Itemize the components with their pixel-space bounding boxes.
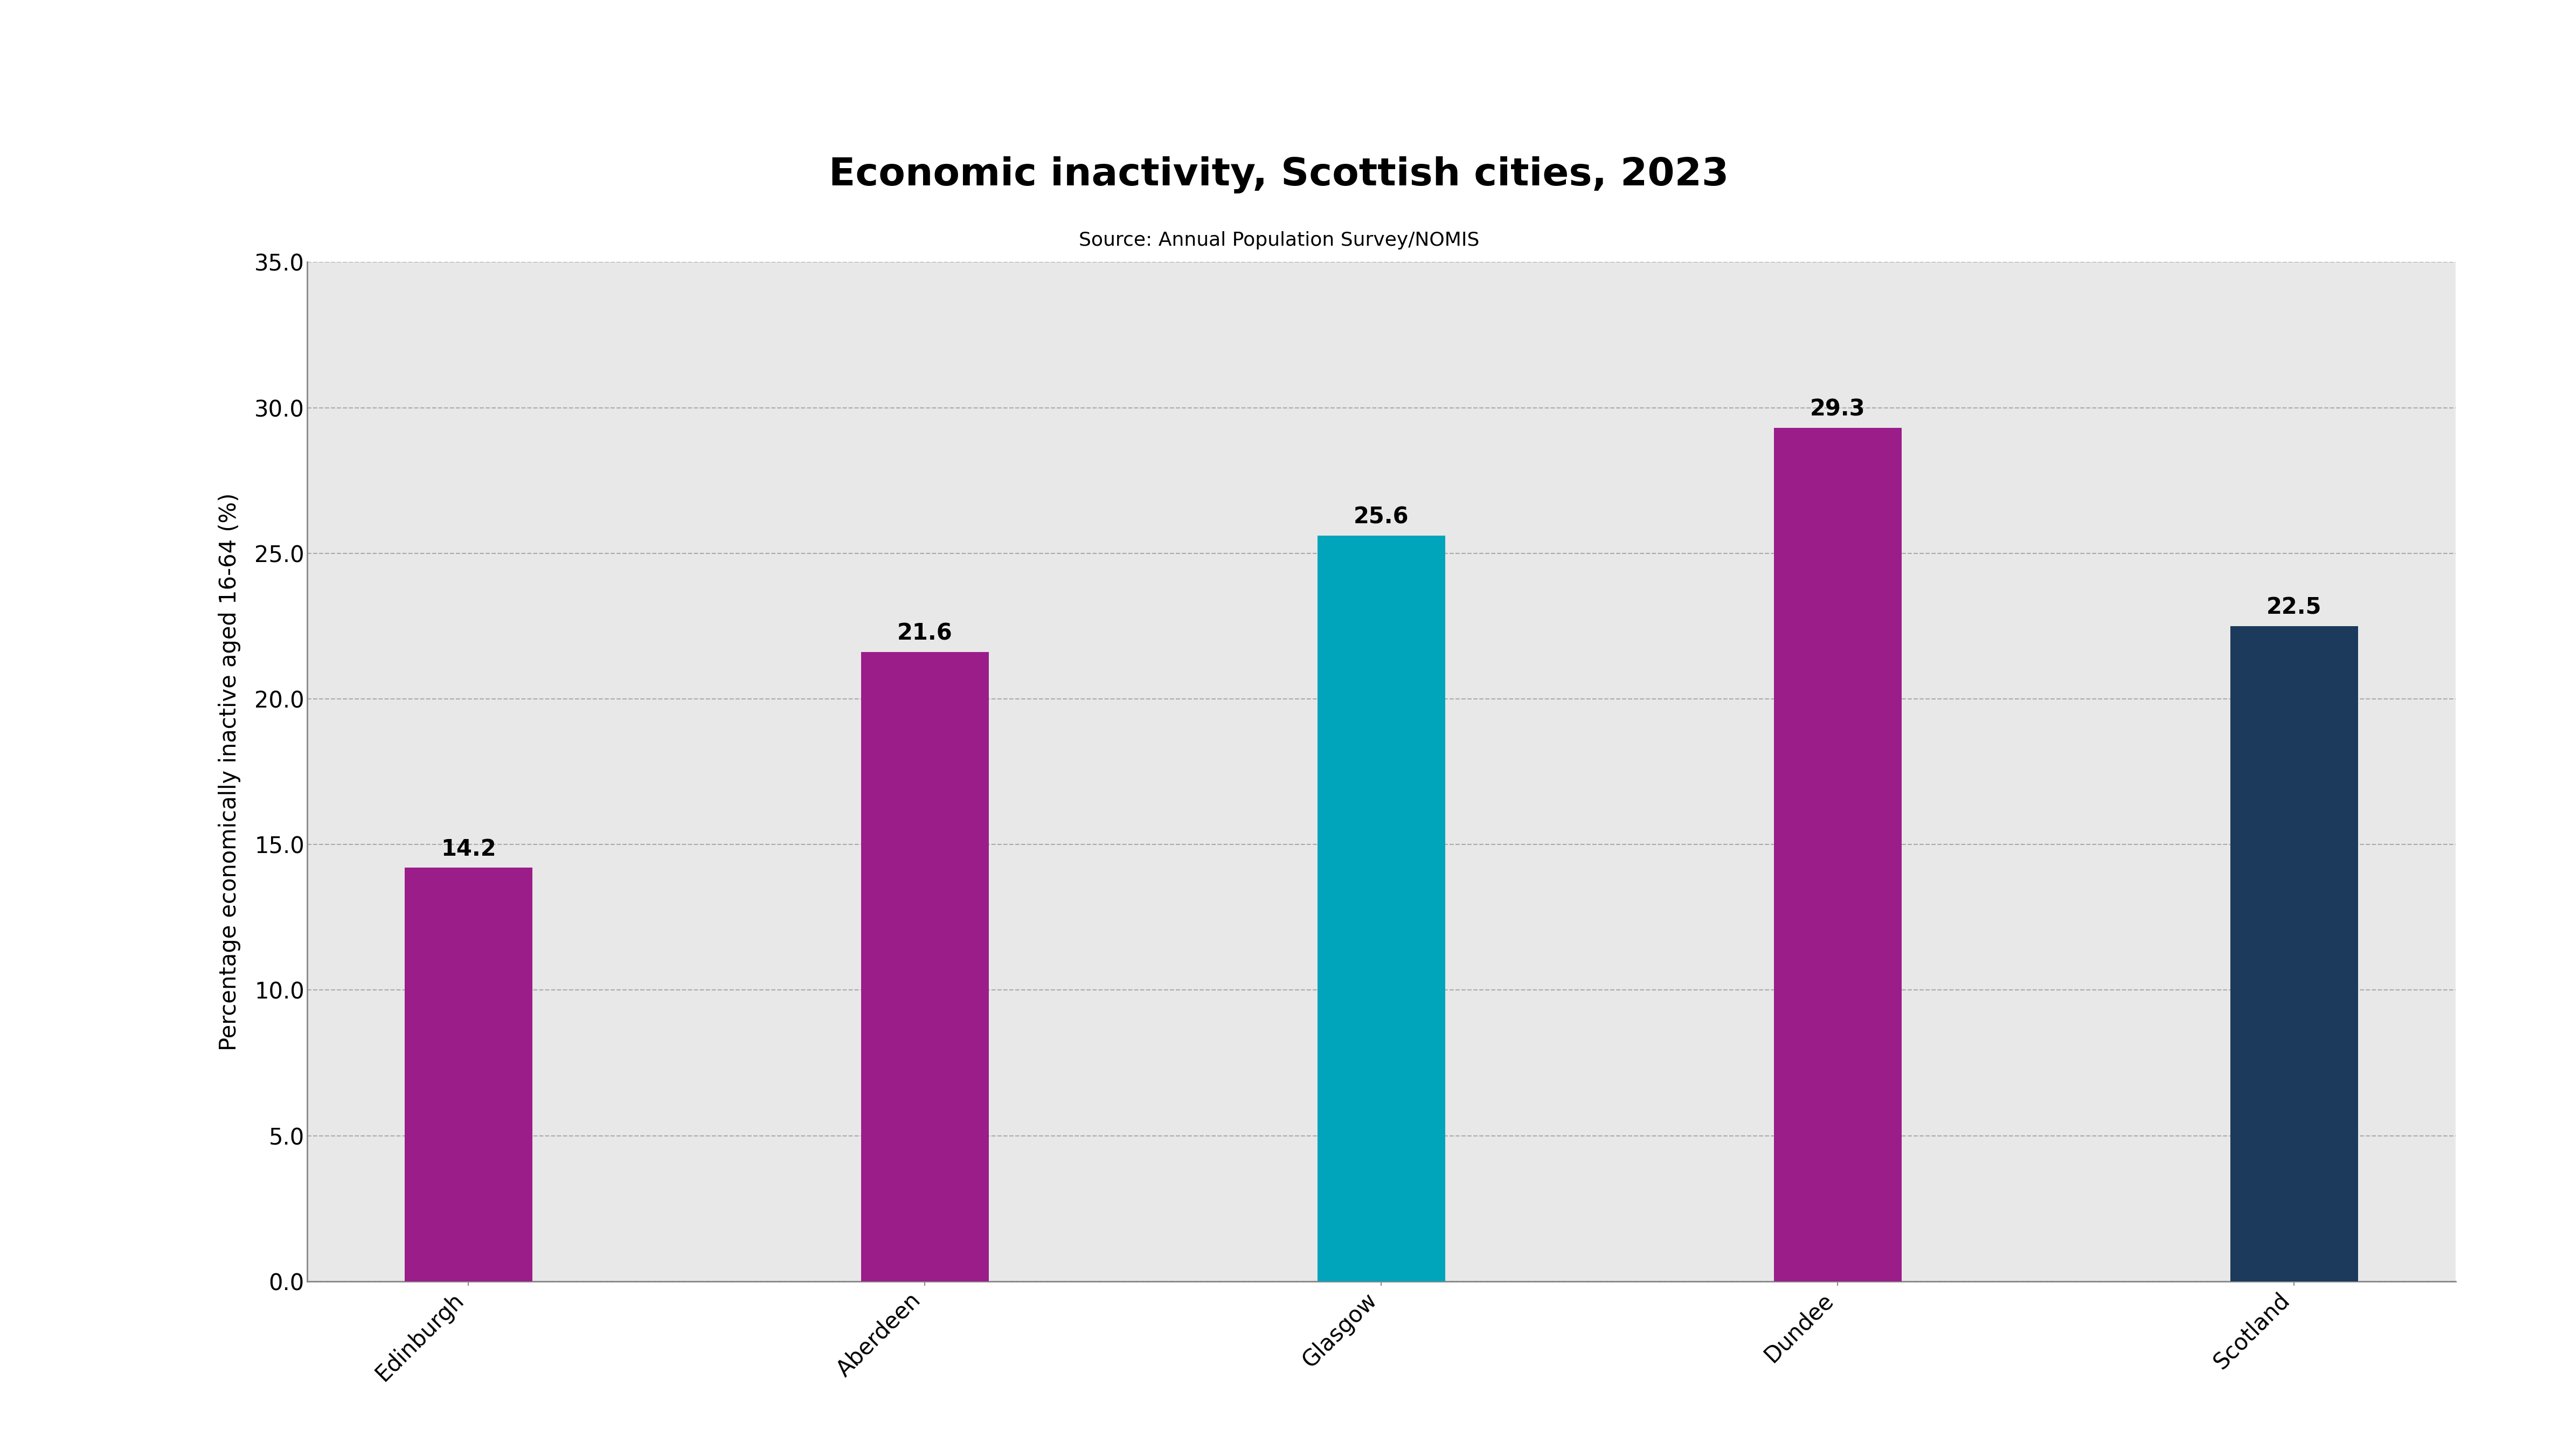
Text: 25.6: 25.6 [1353,505,1409,529]
Text: 21.6: 21.6 [898,622,952,645]
Text: Economic inactivity, Scottish cities, 2023: Economic inactivity, Scottish cities, 20… [829,156,1729,194]
Bar [862,652,990,1281]
Bar [2231,626,2358,1281]
Text: 29.3: 29.3 [1811,397,1865,421]
Text: 22.5: 22.5 [2266,596,2323,619]
Bar [404,868,532,1281]
Text: Source: Annual Population Survey/NOMIS: Source: Annual Population Survey/NOMIS [1079,232,1479,249]
Bar [1317,536,1445,1281]
Y-axis label: Percentage economically inactive aged 16-64 (%): Percentage economically inactive aged 16… [217,492,240,1051]
Bar [1773,428,1901,1281]
Text: 14.2: 14.2 [440,837,496,860]
